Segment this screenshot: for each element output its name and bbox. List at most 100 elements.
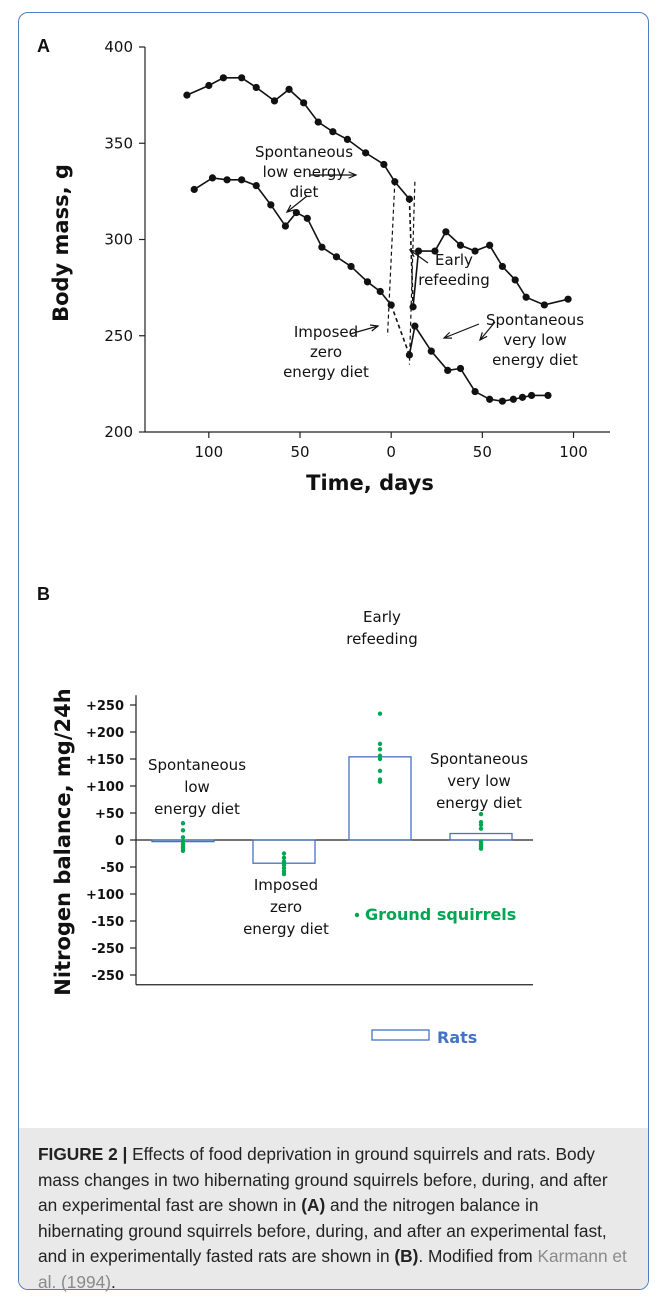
panel-b-category-3-label: refeeding (346, 630, 418, 648)
panel-b-y-tick-label: -50 (101, 861, 125, 876)
legend-squirrel-marker (354, 912, 360, 918)
figure-frame (18, 12, 649, 1290)
ground-squirrel-point (281, 865, 287, 871)
ground-squirrel-point (478, 811, 484, 817)
body-mass-chart: A 200 250 300 350 400 100 50 0 50 100 Spontaneous… (37, 36, 610, 495)
panel-a-series-1-point (329, 128, 337, 136)
panel-a-annotation-4-line: very low (503, 331, 567, 349)
panel-b-legend: Ground squirrels Rats (354, 905, 516, 1047)
panel-a-series-1-refeed-point (471, 247, 479, 255)
panel-a-annotation-3-line: Imposed (294, 323, 358, 341)
panel-a-series-2-point (190, 185, 198, 194)
panel-a-arrow-very-low-lower (479, 321, 496, 341)
panel-a-series-2-point (252, 182, 260, 190)
panel-a-series-1-refeed-point (511, 276, 519, 284)
panel-a-series-1-point (380, 160, 388, 169)
caption-ref-b: (B) (394, 1246, 419, 1266)
nitrogen-balance-chart: B +250 +200 +150 +100 +50 0 -50 +100 -150 -250 -25… (37, 584, 533, 1047)
ground-squirrel-point (281, 862, 287, 868)
caption-background (19, 1128, 648, 1289)
panel-b-y-tick-label: 0 (115, 834, 124, 849)
ground-squirrel-point (180, 848, 186, 853)
panel-a-series-1-refeed-point (498, 262, 507, 271)
panel-a-arrow-low-energy-lower-head (285, 204, 295, 213)
panel-a-y-tick-label: 200 (104, 423, 133, 441)
ground-squirrel-point (478, 846, 484, 851)
panel-b-category-1-label: Spontaneous (148, 756, 246, 774)
ground-squirrel-point (377, 711, 383, 716)
panel-a-x-tick-label: 50 (473, 443, 492, 461)
panel-a-series-1-point (405, 195, 414, 203)
panel-a-annotation-1-line: low energy (263, 163, 346, 181)
panel-a-series-2-refeed-point (527, 391, 536, 400)
panel-b-category-4-label: very low (447, 772, 511, 790)
panel-a-y-tick-label: 300 (104, 231, 133, 249)
panel-a-x-axis-title: Time, days (306, 471, 434, 495)
legend-rats-marker (371, 1029, 430, 1041)
panel-a-series-2-refeed-point (444, 366, 452, 374)
panel-a-series (183, 74, 572, 405)
panel-a-series-1-point (343, 135, 352, 143)
panel-a-series-2-point (332, 253, 341, 261)
ground-squirrel-point (180, 821, 186, 826)
panel-a-x-tick-label: 50 (290, 443, 309, 461)
caption-ref-a: (A) (301, 1195, 326, 1215)
panel-a-series-1-refeed-point (522, 293, 530, 301)
panel-b-category-3-label: Early (363, 608, 401, 626)
panel-a-series-2-refeed-point (471, 387, 479, 396)
ground-squirrel-point (281, 851, 287, 856)
panel-a-arrow-imposed-zero-head (369, 324, 380, 332)
panel-b-category-2-label: energy diet (243, 920, 329, 938)
caption-text-2: and the nitrogen balance in hibernating … (38, 1195, 607, 1266)
panel-a-annotations: Spontaneous low energy diet Early refeeding I… (255, 143, 584, 381)
panel-a-series-1-refeed-point (414, 247, 423, 255)
panel-a-x-tick-label: 100 (195, 443, 224, 461)
panel-a-annotation-3-line: energy diet (283, 363, 369, 381)
panel-a-arrow-very-low-upper (443, 323, 480, 339)
caption-lead: FIGURE 2 | (38, 1144, 128, 1164)
panel-a-series-1-refeed-point (540, 301, 548, 309)
panel-b-category-4-label: energy diet (436, 794, 522, 812)
panel-b-y-tick-label: +100 (86, 780, 124, 795)
panel-a-arrow-very-low-upper-head (442, 331, 453, 339)
panel-a-annotation-2-line: refeeding (418, 271, 490, 289)
panel-a-series-1-point (205, 81, 213, 90)
panel-a-series-1-refeed-point (442, 228, 450, 236)
panel-b-category-2-label: Imposed (254, 876, 318, 894)
panel-b-y-tick-label: -250 (91, 969, 124, 984)
panel-a-series-1-refeed-point (431, 247, 439, 255)
caption-text-4: . (111, 1271, 116, 1292)
panel-a-series-2-refeed-point (518, 393, 527, 401)
panel-a-series-1-point (252, 83, 260, 92)
panel-a-annotation-4-line: energy diet (492, 351, 578, 369)
ground-squirrel-point (281, 859, 287, 864)
caption-citation[interactable]: Karmann et al. (1994) (38, 1246, 627, 1292)
panel-a-annotation-4-line: Spontaneous (486, 311, 584, 329)
panel-a-annotation-1-line: Spontaneous (255, 143, 353, 161)
panel-b-letter: B (37, 584, 50, 604)
panel-b-y-tick-label: +200 (86, 726, 124, 741)
ground-squirrel-point (281, 871, 287, 877)
panel-a-series-2-point (363, 278, 372, 286)
panel-a-arrow-early-refeeding-head (408, 249, 418, 258)
panel-a-annotation-2-line: Early (435, 251, 473, 269)
panel-b-y-tick-label: +250 (86, 699, 124, 714)
panel-a-arrow-low-energy-lower (286, 195, 308, 213)
ground-squirrel-point (377, 768, 383, 774)
panel-a-series-1-point (362, 149, 370, 157)
panel-a-series-1-point (270, 97, 279, 105)
panel-a-series-2-refeed-point (427, 347, 435, 355)
panel-a-x-tick-label: 100 (559, 443, 588, 461)
panel-b-dots (180, 711, 484, 877)
panel-b-y-axis-title: Nitrogen balance, mg/24h (51, 688, 75, 995)
caption-text-3: . Modified from (418, 1246, 538, 1266)
panel-b-category-2-label: zero (270, 898, 302, 916)
ground-squirrel-point (377, 779, 383, 784)
ground-squirrel-point (377, 741, 383, 747)
panel-b-axes: +250 +200 +150 +100 +50 0 -50 +100 -150 -250 -250 (86, 695, 533, 986)
panel-b-y-tick-label: +100 (86, 888, 124, 903)
panel-a-series-2-refeed-point (498, 397, 507, 405)
panel-a-arrow-very-low-lower-head (479, 332, 488, 342)
panel-a-series-1-fast-line (408, 199, 414, 307)
